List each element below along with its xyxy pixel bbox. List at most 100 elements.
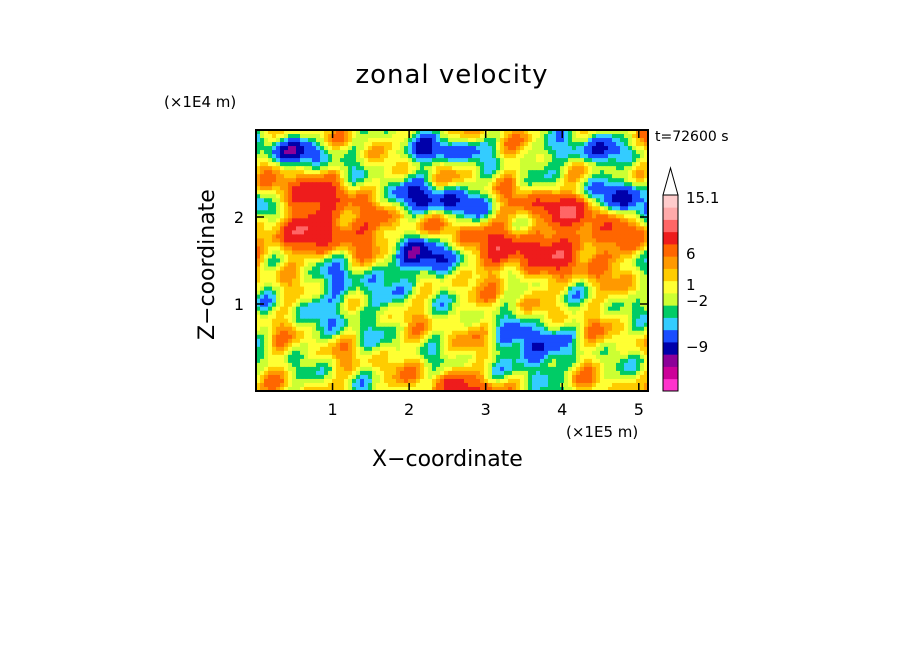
heatmap-cell [332, 230, 337, 235]
heatmap-cell [388, 150, 393, 155]
heatmap-cell [304, 286, 309, 292]
heatmap-cell [472, 206, 477, 211]
heatmap-cell [608, 234, 613, 240]
heatmap-cell [304, 186, 309, 191]
heatmap-cell [536, 166, 541, 171]
heatmap-cell [308, 130, 313, 135]
heatmap-cell [340, 294, 345, 300]
heatmap-cell [368, 282, 373, 288]
heatmap-cell [320, 186, 325, 191]
heatmap-cell [512, 162, 517, 167]
heatmap-cell [548, 286, 553, 292]
heatmap-cell [288, 142, 293, 147]
heatmap-cell [616, 302, 621, 308]
heatmap-cell [296, 138, 301, 143]
heatmap-cell [404, 306, 409, 312]
heatmap-cell [588, 250, 593, 256]
heatmap-cell [476, 206, 481, 211]
heatmap-cell [520, 322, 525, 328]
heatmap-cell [436, 162, 441, 167]
heatmap-cell [544, 238, 549, 244]
heatmap-cell [412, 310, 417, 316]
heatmap-cell [624, 318, 629, 324]
heatmap-cell [404, 286, 409, 292]
heatmap-cell [616, 206, 621, 211]
heatmap-cell [324, 310, 329, 316]
heatmap-cell [364, 282, 369, 288]
heatmap-cell [412, 318, 417, 324]
heatmap-cell [452, 262, 457, 268]
heatmap-cell [260, 234, 265, 240]
heatmap-cell [300, 150, 305, 155]
heatmap-cell [440, 222, 445, 227]
heatmap-cell [576, 134, 581, 139]
heatmap-cell [312, 278, 317, 284]
heatmap-cell [624, 198, 629, 203]
heatmap-cell [612, 222, 617, 227]
heatmap-cell [556, 286, 561, 292]
heatmap-cell [544, 262, 549, 268]
heatmap-cell [560, 282, 565, 288]
heatmap-cell [468, 258, 473, 264]
heatmap-cell [632, 218, 637, 223]
heatmap-cell [616, 262, 621, 268]
heatmap-cell [460, 258, 465, 264]
heatmap-cell [376, 222, 381, 227]
heatmap-cell [544, 254, 549, 260]
heatmap-cell [576, 298, 581, 304]
heatmap-cell [520, 270, 525, 276]
heatmap-cell [316, 170, 321, 175]
heatmap-cell [356, 326, 361, 332]
heatmap-cell [360, 250, 365, 256]
heatmap-cell [264, 234, 269, 240]
heatmap-cell [596, 238, 601, 244]
heatmap-cell [512, 238, 517, 244]
heatmap-cell [284, 230, 289, 235]
heatmap-cell [428, 134, 433, 139]
heatmap-cell [468, 218, 473, 223]
heatmap-cell [452, 178, 457, 183]
heatmap-cell [392, 158, 397, 163]
heatmap-cell [288, 294, 293, 300]
heatmap-cell [416, 226, 421, 231]
heatmap-cell [460, 210, 465, 215]
heatmap-cell [316, 330, 321, 336]
heatmap-cell [500, 306, 505, 312]
heatmap-cell [428, 286, 433, 292]
heatmap-cell [588, 178, 593, 183]
heatmap-cell [548, 154, 553, 159]
heatmap-cell [480, 286, 485, 292]
heatmap-cell [328, 250, 333, 256]
heatmap-cell [620, 150, 625, 155]
heatmap-cell [344, 174, 349, 179]
heatmap-cell [408, 298, 413, 304]
heatmap-cell [548, 270, 553, 276]
heatmap-cell [268, 326, 273, 332]
heatmap-cell [336, 206, 341, 211]
heatmap-cell [328, 274, 333, 280]
heatmap-cell [292, 190, 297, 195]
heatmap-cell [612, 298, 617, 304]
heatmap-cell [432, 182, 437, 187]
heatmap-cell [312, 314, 317, 320]
heatmap-cell [532, 322, 537, 328]
heatmap-cell [268, 194, 273, 199]
heatmap-cell [572, 174, 577, 179]
heatmap-cell [292, 310, 297, 316]
heatmap-cell [300, 314, 305, 320]
heatmap-cell [636, 274, 641, 280]
heatmap-cell [312, 298, 317, 304]
heatmap-cell [444, 314, 449, 320]
heatmap-cell [264, 326, 269, 332]
heatmap-cell [636, 170, 641, 175]
heatmap-cell [640, 286, 645, 292]
heatmap-cell [288, 210, 293, 215]
heatmap-cell [536, 158, 541, 163]
heatmap-cell [520, 242, 525, 248]
heatmap-cell [400, 134, 405, 139]
heatmap-cell [452, 314, 457, 320]
heatmap-cell [600, 218, 605, 223]
heatmap-cell [604, 266, 609, 272]
heatmap-cell [356, 226, 361, 231]
heatmap-cell [380, 214, 385, 219]
